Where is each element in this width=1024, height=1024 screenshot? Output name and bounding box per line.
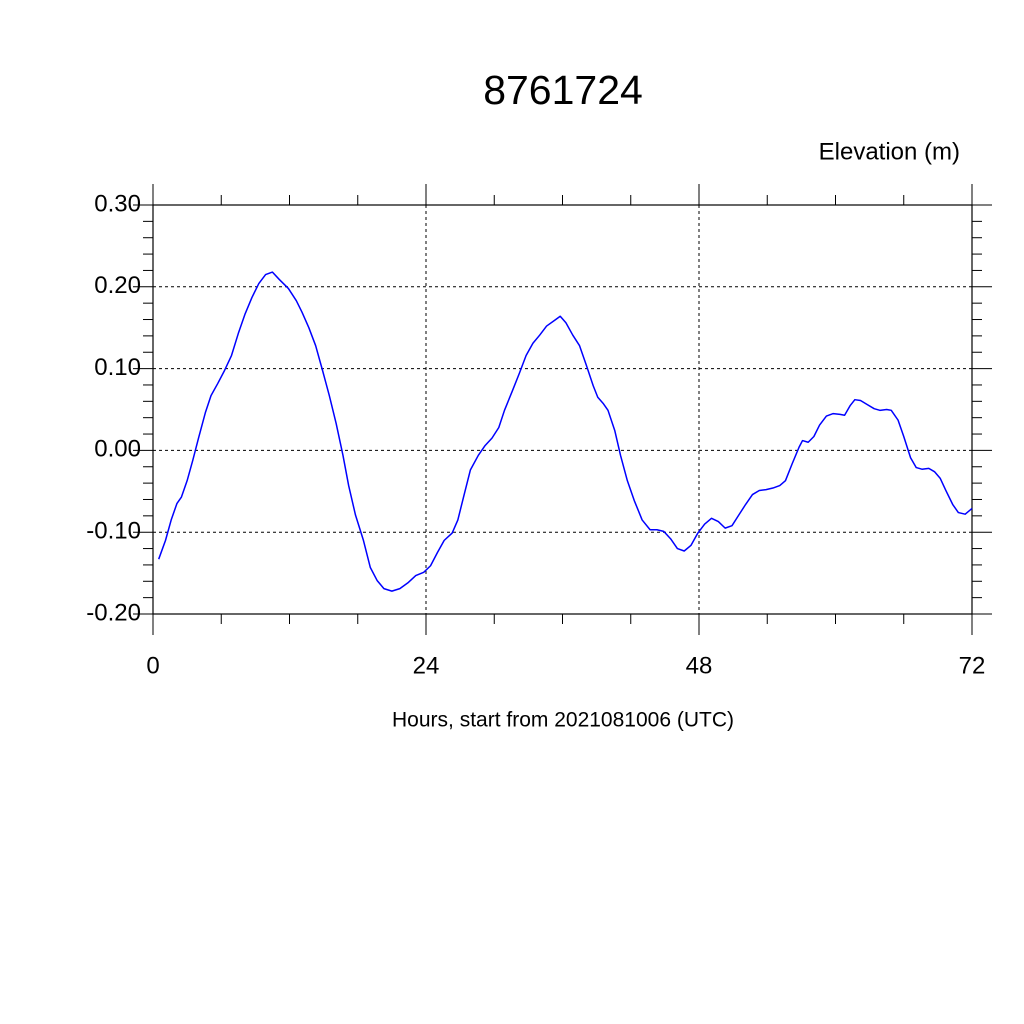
y-tick-label: 0.00 xyxy=(94,436,141,463)
y-tick-label: -0.10 xyxy=(86,518,141,545)
y-tick-label: 0.20 xyxy=(94,272,141,299)
x-tick-label: 72 xyxy=(959,652,986,679)
chart-title: 8761724 xyxy=(483,67,643,113)
y-tick-label: 0.30 xyxy=(94,190,141,217)
x-tick-label: 48 xyxy=(686,652,713,679)
plot-frame xyxy=(152,204,973,615)
y-tick-label: -0.20 xyxy=(86,599,141,626)
x-tick-label: 0 xyxy=(146,652,159,679)
y-axis-label: Elevation (m) xyxy=(819,138,960,165)
x-axis-label: Hours, start from 2021081006 (UTC) xyxy=(392,709,734,732)
y-tick-label: 0.10 xyxy=(94,354,141,381)
x-tick-label: 24 xyxy=(413,652,440,679)
data-line xyxy=(157,271,973,592)
